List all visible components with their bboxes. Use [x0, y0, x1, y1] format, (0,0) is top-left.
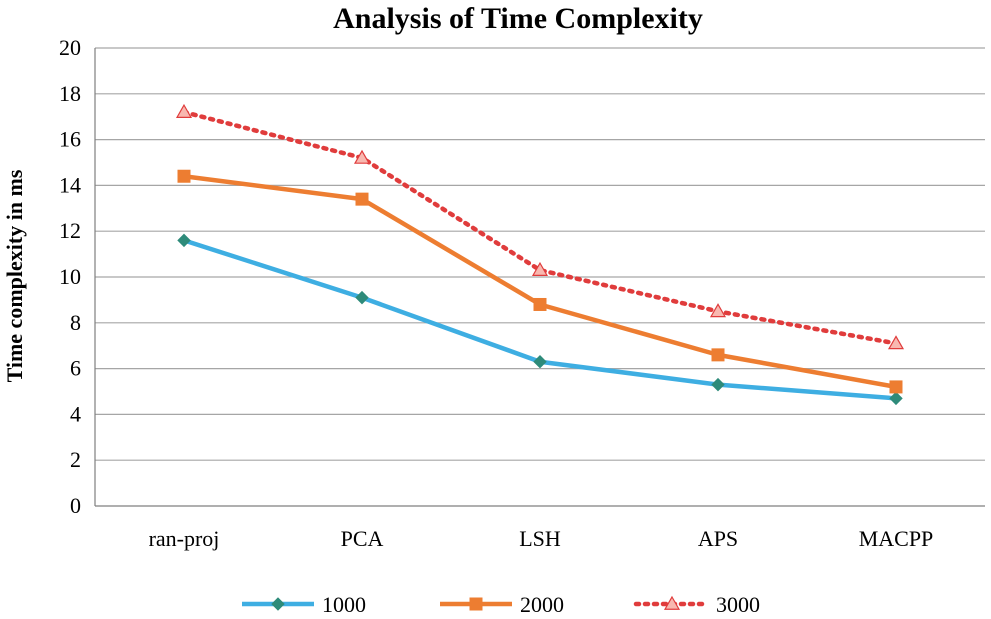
- y-tick-labels: 0 2 4 6 8 10 12 14 16 18 20: [59, 35, 81, 518]
- data-point: [533, 355, 547, 369]
- x-tick-label: APS: [698, 526, 738, 551]
- y-tick-label: 0: [70, 493, 81, 518]
- legend-item-2000: 2000: [440, 592, 564, 617]
- chart-title: Analysis of Time Complexity: [333, 2, 703, 35]
- y-axis-label: Time complexity in ms: [2, 169, 27, 382]
- legend-marker: [663, 595, 681, 610]
- series-2000: [177, 169, 903, 394]
- data-point: [887, 335, 905, 350]
- y-tick-label: 10: [59, 264, 81, 289]
- data-point: [177, 169, 191, 183]
- data-point: [709, 303, 727, 318]
- y-tick-label: 6: [70, 356, 81, 381]
- data-point: [353, 149, 371, 164]
- y-tick-label: 2: [70, 447, 81, 472]
- x-tick-label: ran-proj: [149, 526, 220, 551]
- legend-item-3000: 3000: [633, 592, 760, 617]
- x-tick-label: MACPP: [859, 526, 934, 551]
- series-group: [175, 103, 905, 406]
- y-tick-label: 20: [59, 35, 81, 60]
- data-point: [355, 192, 369, 206]
- series-3000: [175, 103, 905, 350]
- legend-marker: [469, 597, 483, 611]
- data-point: [177, 233, 191, 248]
- data-point: [533, 297, 547, 311]
- data-point: [175, 103, 193, 118]
- data-point: [889, 380, 903, 394]
- legend-label: 2000: [520, 592, 564, 617]
- y-tick-label: 4: [70, 401, 81, 426]
- legend-marker: [271, 597, 285, 611]
- data-point: [355, 290, 369, 305]
- data-point: [531, 261, 549, 276]
- data-point: [889, 391, 903, 406]
- y-tick-label: 16: [59, 127, 81, 152]
- legend-label: 1000: [322, 592, 366, 617]
- legend-item-1000: 1000: [242, 592, 366, 617]
- x-tick-labels: ran-proj PCA LSH APS MACPP: [149, 526, 934, 551]
- y-tick-label: 8: [70, 310, 81, 335]
- legend-label: 3000: [716, 592, 760, 617]
- series-1000: [177, 233, 903, 406]
- y-tick-label: 14: [59, 172, 81, 197]
- y-tick-label: 12: [59, 218, 81, 243]
- axes: [94, 48, 985, 507]
- x-tick-label: PCA: [341, 526, 384, 551]
- y-tick-label: 18: [59, 81, 81, 106]
- legend: 1000 2000 3000: [242, 592, 760, 617]
- x-tick-label: LSH: [519, 526, 561, 551]
- data-point: [711, 348, 725, 362]
- data-point: [711, 377, 725, 392]
